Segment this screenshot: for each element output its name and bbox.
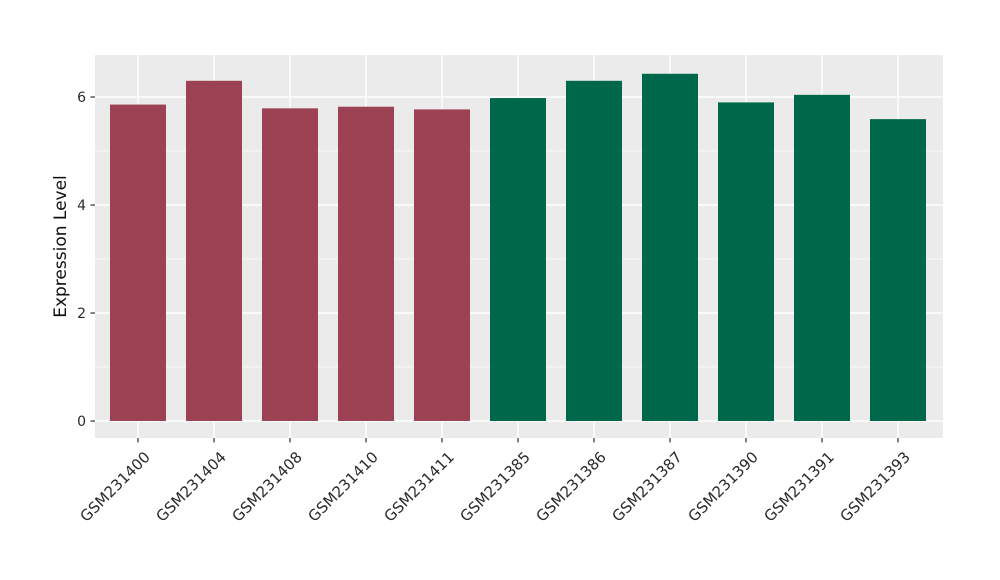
bars — [110, 73, 926, 422]
bar-GSM231386 — [566, 80, 622, 422]
x-tick-label-GSM231391: GSM231391 — [760, 448, 837, 525]
x-tick-label-GSM231410: GSM231410 — [304, 448, 381, 525]
x-tick-label-GSM231408: GSM231408 — [228, 448, 305, 525]
bar-GSM231387 — [642, 73, 698, 421]
x-tick-label-GSM231411: GSM231411 — [380, 448, 457, 525]
y-tick-label: 2 — [77, 306, 86, 322]
bar-GSM231404 — [186, 80, 242, 422]
y-tick-label: 0 — [77, 414, 86, 430]
bar-GSM231393 — [870, 119, 926, 421]
bar-GSM231408 — [262, 108, 318, 421]
bar-GSM231390 — [718, 102, 774, 422]
bar-GSM231411 — [414, 109, 470, 422]
x-tick-label-GSM231387: GSM231387 — [608, 448, 685, 525]
x-tick-label-GSM231393: GSM231393 — [836, 448, 913, 525]
bar-GSM231391 — [794, 94, 850, 421]
y-axis-title: Expression Level — [51, 175, 71, 318]
x-tick-label-GSM231400: GSM231400 — [76, 448, 153, 525]
x-tick-label-GSM231386: GSM231386 — [532, 448, 609, 525]
bar-GSM231385 — [490, 98, 546, 421]
bar-GSM231410 — [338, 106, 394, 421]
y-tick-label: 4 — [77, 198, 86, 214]
x-tick-label-GSM231404: GSM231404 — [152, 448, 229, 525]
bar-GSM231400 — [110, 104, 166, 421]
x-tick-label-GSM231385: GSM231385 — [456, 448, 533, 525]
x-tick-label-GSM231390: GSM231390 — [684, 448, 761, 525]
y-tick-label: 6 — [77, 90, 86, 106]
